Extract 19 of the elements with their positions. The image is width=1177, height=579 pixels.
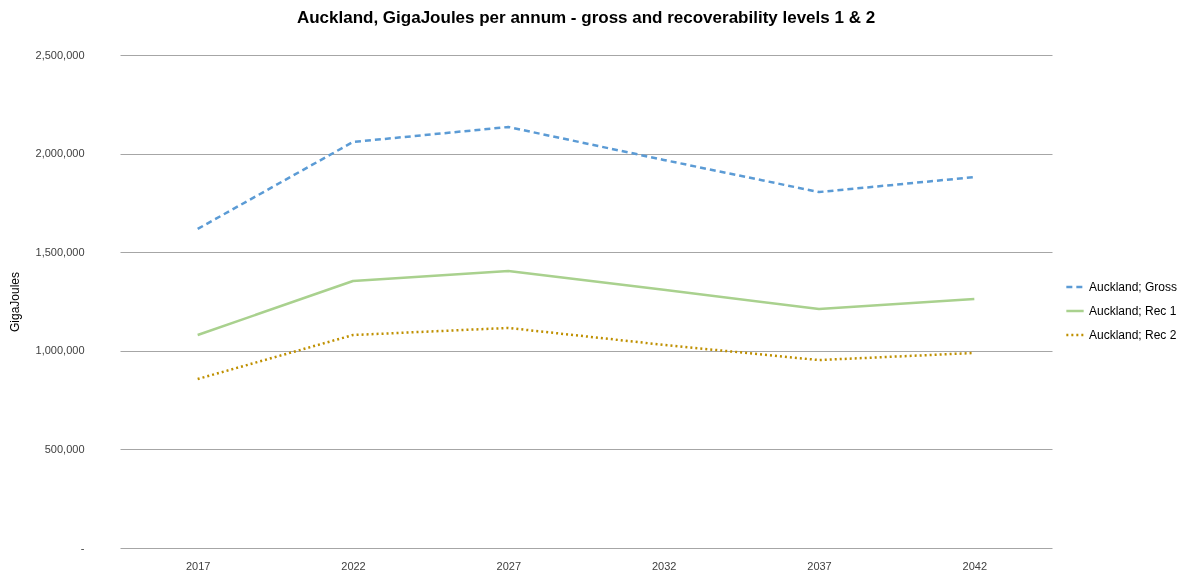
y-tick-label: 2,000,000 [35, 147, 85, 160]
y-tick-label: - [80, 541, 85, 554]
x-tick-label: 2037 [807, 559, 832, 572]
y-tick-label: 1,000,000 [35, 344, 85, 357]
x-tick-label: 2042 [962, 559, 988, 572]
x-tick-label: 2027 [496, 559, 522, 572]
x-tick-label: 2032 [651, 559, 677, 572]
y-tick-label: 1,500,000 [35, 245, 85, 258]
legend-label: Auckland; Rec 1 [1089, 304, 1177, 318]
y-tick-label: 500,000 [44, 442, 85, 455]
x-tick-label: 2017 [185, 559, 211, 572]
chart-title: Auckland, GigaJoules per annum - gross and recoverability levels 1 & 2 [296, 8, 876, 27]
line-series [196, 269, 976, 337]
x-tick-label: 2022 [341, 559, 366, 572]
legend-label: Auckland; Gross [1089, 280, 1177, 294]
legend-label: Auckland; Rec 2 [1089, 328, 1177, 342]
y-tick-label: 2,500,000 [35, 48, 85, 61]
y-axis-title: GigaJoules [7, 271, 22, 333]
line-series [196, 125, 976, 231]
